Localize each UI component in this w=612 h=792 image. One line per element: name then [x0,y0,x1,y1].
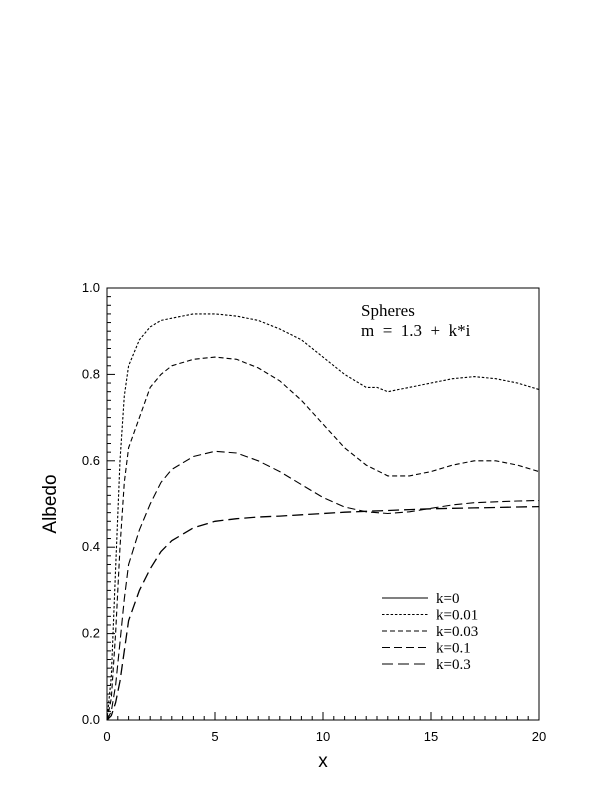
y-tick-label: 0.4 [82,539,100,554]
legend-label: k=0.01 [436,608,478,624]
y-tick-label: 0.6 [82,453,100,468]
annotation-line: Spheres [361,301,415,320]
legend-label: k=0.3 [436,657,471,673]
x-tick-label: 0 [103,729,110,744]
x-tick-label: 10 [316,729,330,744]
y-tick-label: 0.0 [82,712,100,727]
series-line-k-0-01 [106,313,540,721]
y-tick-label: 0.2 [82,626,100,641]
y-tick-label: 0.8 [82,366,100,381]
legend-label: k=0.03 [436,624,478,640]
y-axis-label: Albedo [40,474,61,533]
series-line-k-0-3 [106,505,540,721]
x-tick-label: 20 [532,729,546,744]
legend-label: k=0.1 [436,641,471,657]
plot-frame [106,287,540,721]
x-tick-label: 5 [211,729,218,744]
x-axis-label: x [318,751,328,772]
series-line-k-0-1 [106,450,540,721]
y-tick-label: 1.0 [82,280,100,295]
legend-label: k=0 [436,591,459,607]
x-tick-label: 15 [424,729,438,744]
series-line-k-0-03 [106,356,540,721]
annotation-line: m = 1.3 + k*i [361,321,471,340]
